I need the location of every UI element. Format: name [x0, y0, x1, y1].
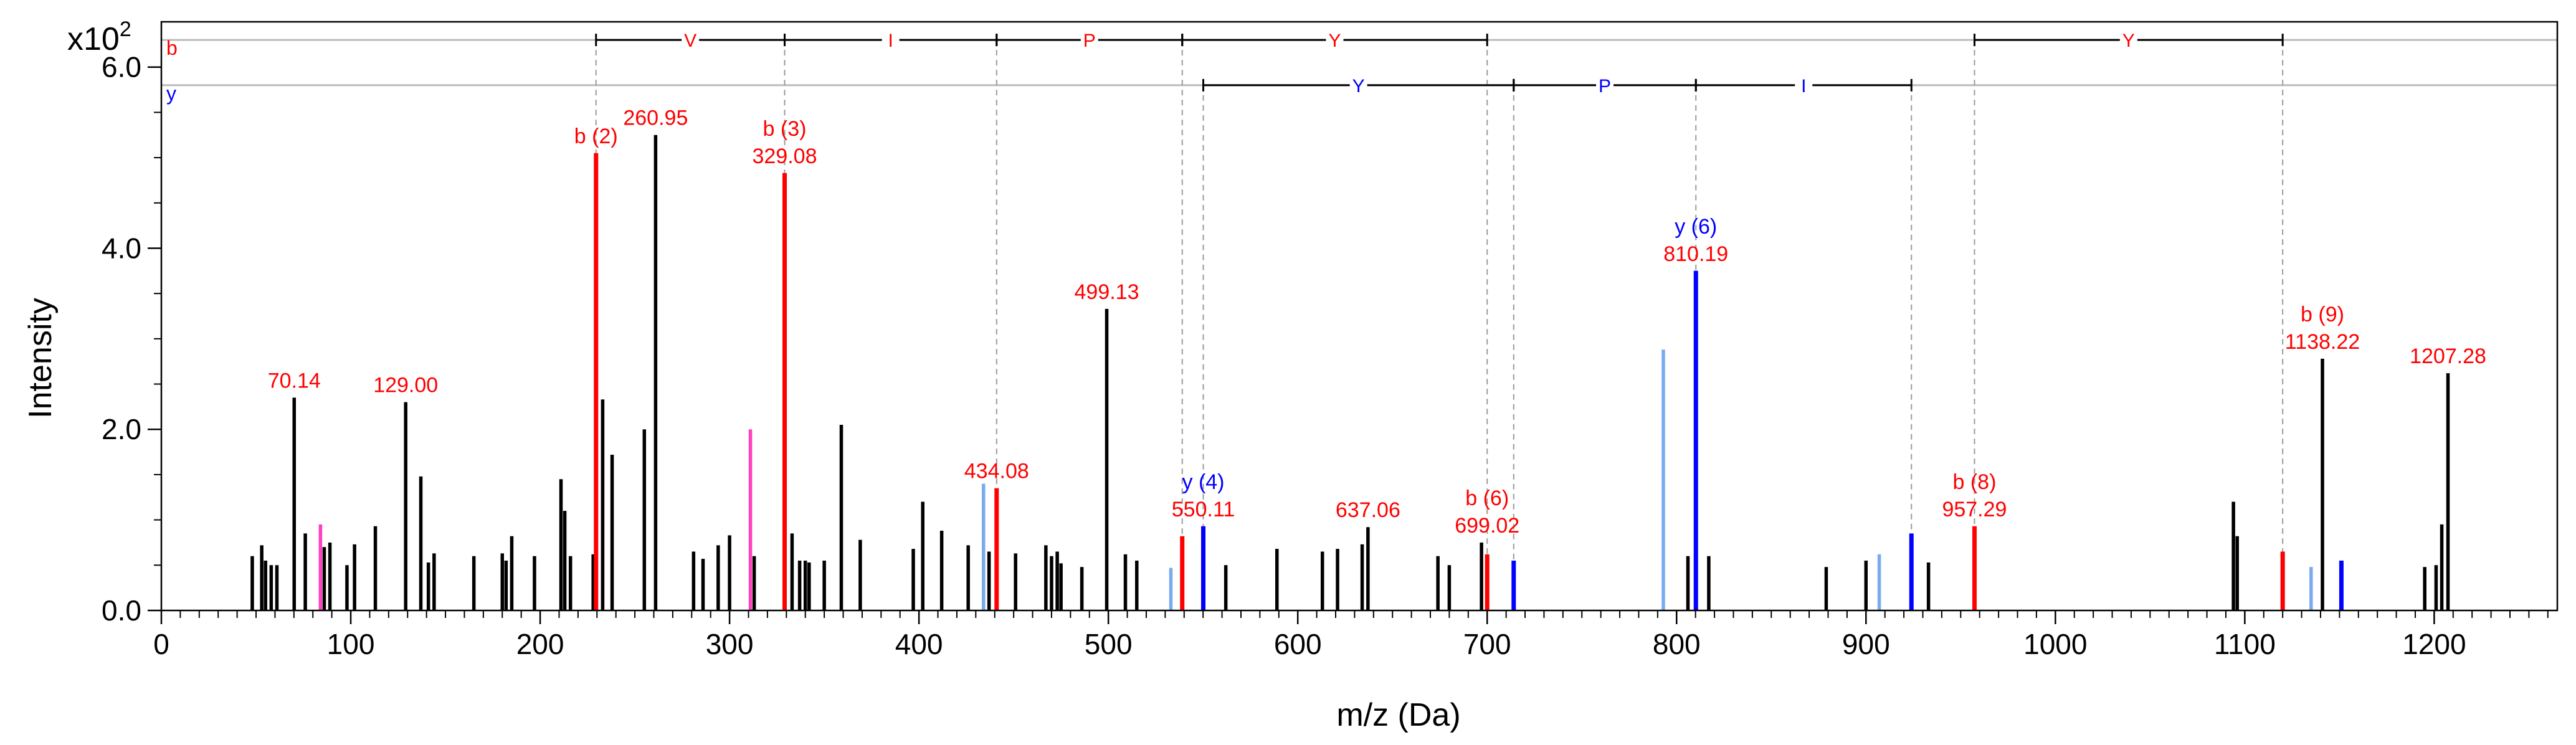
- residue-bg: [1795, 74, 1813, 95]
- x-tick-label: 600: [1274, 628, 1322, 660]
- peak-mz-label: 434.08: [964, 460, 1029, 483]
- residue-bg: [1349, 74, 1367, 95]
- peak-mz-label: 499.13: [1075, 280, 1139, 304]
- peak-mz-label: 260.95: [623, 107, 688, 130]
- peak-mz-label: 129.00: [373, 374, 438, 397]
- residue-letter: Y: [1328, 31, 1341, 51]
- y-scale-exponent: 2: [120, 17, 131, 41]
- peak-ion-label: b (8): [1953, 470, 1997, 494]
- x-axis-title: m/z (Da): [1336, 697, 1460, 733]
- ion-series-label-b: b: [166, 37, 178, 59]
- y-tick-label: 6.0: [102, 51, 141, 83]
- peak-mz-label: b (2): [574, 125, 618, 148]
- peak-mz-label: 1207.28: [2410, 344, 2486, 368]
- y-scale-base: x10: [67, 21, 120, 57]
- y-tick-label: 4.0: [102, 232, 141, 264]
- residue-bg: [882, 29, 900, 50]
- y-axis-scale-label: x102: [67, 17, 131, 57]
- residue-bg: [682, 29, 700, 50]
- residue-letter: I: [888, 31, 893, 51]
- residue-bg: [1326, 29, 1344, 50]
- peak-mz-label: 637.06: [1336, 498, 1400, 522]
- y-axis-title: Intensity: [22, 298, 59, 419]
- residue-letter: I: [1801, 76, 1806, 97]
- x-tick-label: 400: [895, 628, 943, 660]
- peak-mz-label: 550.11: [1172, 498, 1235, 521]
- peak-ion-label: b (3): [763, 117, 807, 141]
- x-tick-label: 500: [1085, 628, 1133, 660]
- peak-mz-label: 957.29: [1942, 498, 2007, 521]
- y-tick-label: 0.0: [102, 594, 141, 627]
- x-tick-label: 200: [516, 628, 564, 660]
- x-tick-label: 1100: [2214, 628, 2276, 660]
- peak-ion-label: b (9): [2301, 303, 2344, 326]
- x-tick-label: 700: [1463, 628, 1511, 660]
- residue-letter: P: [1599, 76, 1611, 97]
- peak-ion-label: y (6): [1675, 215, 1717, 239]
- plot-frame: [160, 21, 2559, 612]
- x-tick-label: 800: [1653, 628, 1701, 660]
- peak-mz-label: 1138.22: [2285, 330, 2360, 354]
- residue-letter: Y: [1352, 76, 1365, 97]
- x-tick-label: 1200: [2402, 628, 2466, 660]
- peak-mz-label: 810.19: [1663, 242, 1728, 266]
- residue-letter: Y: [2122, 31, 2135, 51]
- residue-letter: P: [1083, 31, 1096, 51]
- residue-bg: [1080, 29, 1098, 50]
- residue-bg: [2119, 29, 2137, 50]
- x-tick-label: 1000: [2023, 628, 2087, 660]
- peak-mz-label: 329.08: [753, 145, 817, 168]
- residue-bg: [1596, 74, 1614, 95]
- x-tick-label: 100: [327, 628, 375, 660]
- ion-series-label-y: y: [166, 82, 176, 105]
- peak-mz-label: 70.14: [268, 369, 321, 392]
- y-tick-label: 2.0: [102, 413, 141, 445]
- x-tick-label: 0: [153, 628, 169, 660]
- peak-mz-label: 699.02: [1455, 514, 1519, 538]
- residue-letter: V: [684, 31, 696, 51]
- x-tick-label: 300: [706, 628, 754, 660]
- peak-ion-label: b (6): [1465, 486, 1509, 510]
- x-tick-label: 900: [1842, 628, 1890, 660]
- peak-ion-label: y (4): [1182, 470, 1225, 494]
